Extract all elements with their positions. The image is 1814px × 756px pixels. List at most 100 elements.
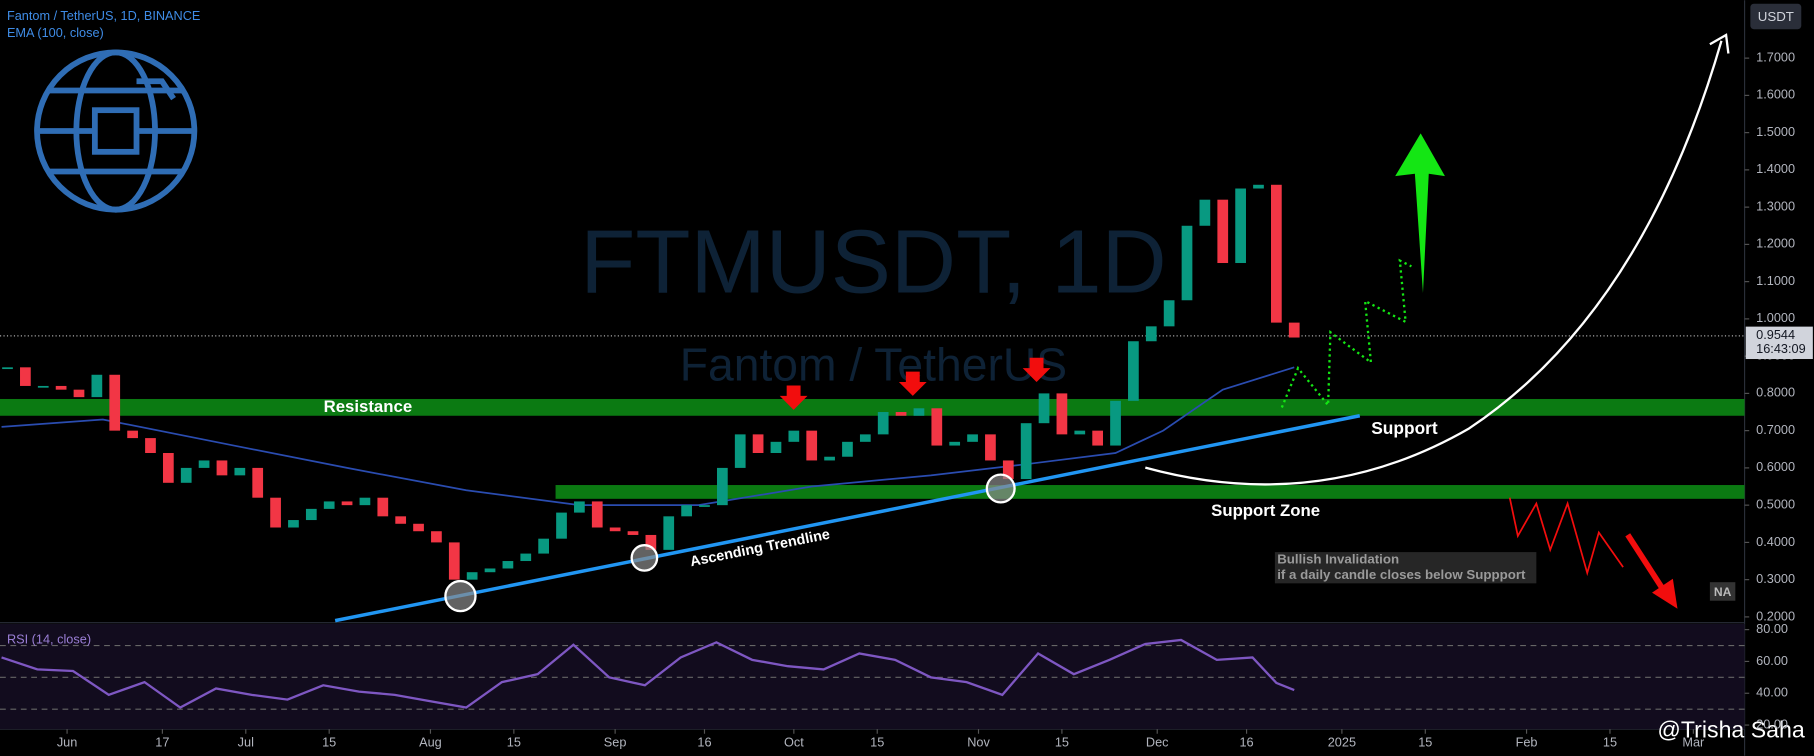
candle [663, 516, 675, 550]
candle [1038, 393, 1050, 424]
x-tick-label: Aug [419, 734, 442, 749]
x-tick-label: 15 [870, 734, 884, 749]
y-tick-label: 60.00 [1756, 653, 1788, 668]
candle [716, 467, 728, 506]
candle [699, 505, 710, 507]
rsi-pane [0, 623, 1745, 730]
candle [859, 434, 871, 442]
candle [466, 572, 478, 580]
x-tick-label: 2025 [1328, 734, 1356, 749]
x-tick-label: 15 [1603, 734, 1617, 749]
note-box [1274, 552, 1537, 584]
zone-label: Support Zone [1211, 501, 1320, 520]
annotation: Support [1371, 418, 1438, 438]
candle [305, 508, 317, 521]
candle [395, 516, 407, 524]
candle [913, 408, 925, 416]
candle [806, 430, 818, 461]
y-tick-label: 0.8000 [1756, 385, 1795, 400]
candle [484, 568, 496, 573]
x-tick-label: 15 [1055, 734, 1069, 749]
chart-title: Fantom / TetherUS, 1D, BINANCE [7, 8, 200, 23]
x-tick-label: Nov [967, 734, 990, 749]
x-tick-label: Jul [238, 734, 254, 749]
candle [109, 374, 121, 431]
x-tick-label: Feb [1516, 734, 1538, 749]
candle [842, 441, 853, 457]
candle [1270, 184, 1282, 323]
candle [127, 430, 138, 439]
candle [359, 497, 371, 506]
arrow-head [1652, 578, 1678, 609]
candle [2, 367, 13, 370]
candle [20, 367, 31, 386]
y-tick-label: 0.2000 [1756, 608, 1795, 623]
x-tick-label: 15 [1418, 734, 1432, 749]
y-tick-label: 0.4000 [1756, 534, 1795, 549]
zone [0, 398, 1745, 416]
candle [1235, 188, 1246, 264]
candle [73, 389, 85, 398]
candle [967, 434, 978, 442]
ema-line [1, 366, 1295, 507]
candle [198, 460, 210, 468]
x-tick-label: 15 [507, 734, 521, 749]
y-tick-label: 1.5000 [1756, 124, 1795, 139]
candle [949, 441, 961, 446]
y-tick-label: 40.00 [1756, 685, 1788, 700]
y-tick-label: 1.0000 [1756, 310, 1795, 325]
pivot-circles [444, 473, 1016, 613]
na-box [1709, 582, 1736, 601]
candle [431, 531, 442, 543]
watermark: FTMUSDT, 1D [580, 212, 1166, 313]
y-tick-label: 80.00 [1756, 621, 1788, 636]
y-tick-label: 1.3000 [1756, 198, 1795, 213]
candle [574, 501, 585, 513]
candle [556, 512, 567, 539]
legend-entry: EMA (100, close) [7, 25, 104, 40]
y-tick-label: 0.7000 [1756, 422, 1795, 437]
y-tick-label: 1.7000 [1756, 49, 1795, 64]
watermark-subtitle: Fantom / TetherUS [680, 338, 1067, 390]
x-tick-label: Oct [784, 734, 804, 749]
arrow-head [1709, 33, 1730, 54]
candle [37, 385, 49, 388]
y-tick-label: 20.00 [1756, 716, 1788, 731]
currency-box [1750, 3, 1802, 30]
pane-dividers [0, 0, 1746, 756]
annotation: NA [1714, 585, 1732, 599]
candle [1253, 184, 1264, 189]
candle [538, 538, 550, 554]
candle [162, 452, 174, 483]
countdown: 16:43:09 [1756, 341, 1806, 356]
rsi-line [1, 638, 1295, 709]
candle [752, 434, 764, 453]
candle [341, 501, 353, 506]
x-tick-label: 16 [1239, 734, 1253, 749]
trendline [334, 414, 1361, 623]
candle [234, 467, 246, 476]
candle [520, 553, 532, 562]
annotation: Bullish Invalidation [1277, 552, 1399, 567]
candle [502, 561, 514, 569]
candle [288, 520, 299, 528]
rsi-title: RSI (14, close) [7, 631, 91, 646]
candle [145, 438, 156, 453]
y-tick-label: 0.5000 [1756, 497, 1795, 512]
candle [55, 385, 67, 390]
x-tick-label: 17 [155, 734, 169, 749]
candle [1074, 430, 1086, 435]
candle [1128, 341, 1139, 401]
candle [1056, 393, 1068, 435]
candle [1145, 326, 1157, 342]
candle [931, 408, 943, 446]
annotation: if a daily candle closes below Suppport [1277, 567, 1526, 582]
drawings [444, 3, 1802, 613]
candle [645, 534, 657, 550]
y-tick-label: 0.6000 [1756, 459, 1795, 474]
y-tick-label: 1.2000 [1756, 236, 1795, 251]
y-tick-label: 1.1000 [1756, 273, 1795, 288]
bullish-arrow [1395, 133, 1445, 293]
x-tick-label: Dec [1146, 734, 1169, 749]
